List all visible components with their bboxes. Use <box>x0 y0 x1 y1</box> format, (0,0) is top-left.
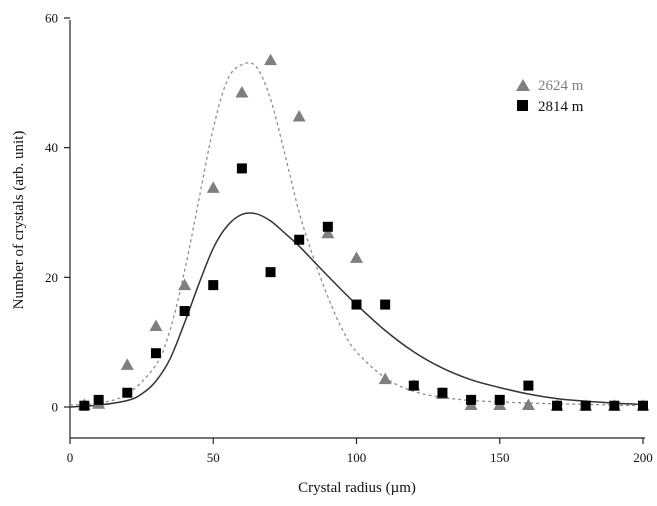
square-marker <box>179 306 190 317</box>
triangle-marker <box>264 53 278 66</box>
square-marker <box>580 400 591 411</box>
square-marker <box>93 394 104 405</box>
axes <box>69 20 645 439</box>
legend-marker-2814m <box>517 100 528 111</box>
fit-curves <box>69 62 644 408</box>
triangle-marker <box>350 251 363 263</box>
y-tick-label: 20 <box>45 270 58 285</box>
square-marker <box>523 380 534 391</box>
y-axis-label: Number of crystals (arb. unit) <box>11 131 27 310</box>
square-marker <box>208 280 219 291</box>
square-marker <box>408 380 419 391</box>
triangle-marker <box>149 319 163 331</box>
y-tick-label: 60 <box>45 11 58 26</box>
square-marker <box>265 267 276 278</box>
square-marker <box>351 299 362 310</box>
legend-label-2814m: 2814 m <box>538 99 584 115</box>
x-axis-label: Crystal radius (µm) <box>298 480 416 496</box>
triangle-marker <box>206 181 220 193</box>
fit-curve-2814m <box>69 212 644 408</box>
square-marker <box>294 234 305 245</box>
square-marker <box>380 299 391 310</box>
square-marker <box>122 387 133 398</box>
triangle-marker <box>120 358 134 370</box>
triangle-marker <box>321 226 335 239</box>
x-tick-label: 50 <box>207 450 220 465</box>
legend-label-2624m: 2624 m <box>538 78 584 94</box>
triangle-marker <box>235 86 249 98</box>
triangle-marker <box>521 398 535 411</box>
x-tick-label: 200 <box>633 450 653 465</box>
square-marker <box>150 348 161 359</box>
fit-curve-2624m <box>69 62 644 407</box>
axis-ticks: 0 50 100 150 200 0 20 40 60 <box>45 11 653 466</box>
triangle-marker <box>178 278 192 291</box>
square-marker <box>236 163 247 174</box>
triangle-marker <box>292 110 306 122</box>
square-marker <box>638 400 648 411</box>
square-marker <box>609 400 620 411</box>
square-marker <box>494 394 505 405</box>
square-marker <box>437 387 448 398</box>
square-marker <box>466 394 477 405</box>
data-markers <box>77 53 650 411</box>
y-tick-label: 0 <box>52 400 59 415</box>
x-tick-label: 0 <box>67 450 74 465</box>
square-marker <box>322 221 333 232</box>
triangle-marker <box>378 372 392 385</box>
legend-marker-2624m <box>516 79 530 91</box>
x-tick-label: 100 <box>347 450 367 465</box>
x-tick-label: 150 <box>490 450 510 465</box>
legend: 2624 m 2814 m <box>516 78 584 115</box>
square-marker <box>79 400 90 411</box>
square-marker <box>552 400 563 411</box>
y-tick-label: 40 <box>45 140 58 155</box>
